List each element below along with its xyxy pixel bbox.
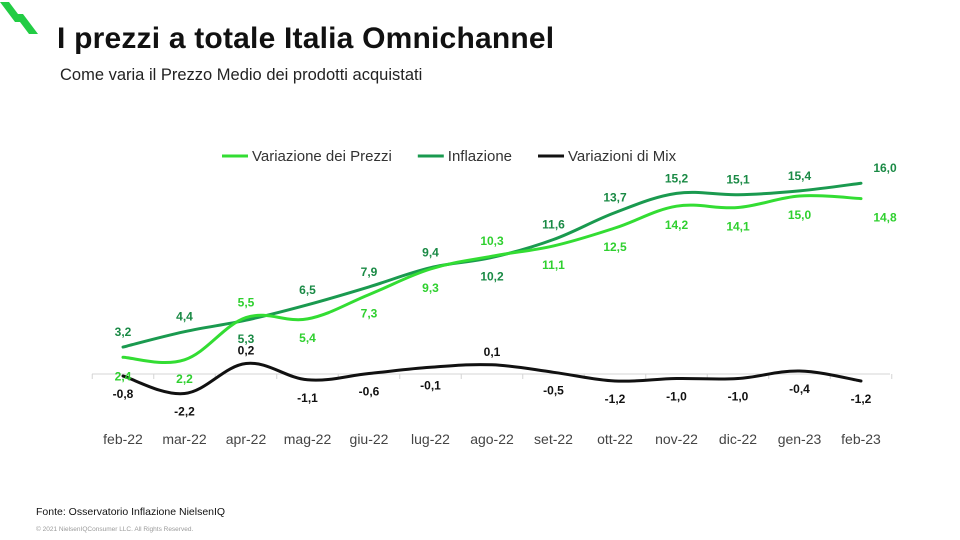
x-tick-label: feb-23 xyxy=(841,431,881,447)
x-tick-label: set-22 xyxy=(534,431,573,447)
data-label-variazione-prezzi: 7,3 xyxy=(361,307,378,321)
series-line-variazioni-mix xyxy=(121,361,863,396)
source-note: Fonte: Osservatorio Inflazione NielsenIQ xyxy=(36,506,226,518)
data-label-variazioni-mix: -0,6 xyxy=(359,385,380,399)
data-label-variazione-prezzi: 14,2 xyxy=(665,218,689,232)
data-label-variazioni-mix: -0,4 xyxy=(789,382,810,396)
data-label-variazione-prezzi: 2,4 xyxy=(115,369,132,383)
data-label-variazione-prezzi: 14,1 xyxy=(726,220,750,234)
data-label-inflazione: 13,7 xyxy=(603,191,627,205)
data-label-variazioni-mix: 0,2 xyxy=(238,344,255,358)
data-label-variazioni-mix: -1,1 xyxy=(297,391,318,405)
nielseniq-logo-icon xyxy=(0,2,38,34)
data-label-variazione-prezzi: 5,4 xyxy=(299,331,316,345)
x-tick-label: ago-22 xyxy=(470,431,514,447)
data-label-inflazione: 15,4 xyxy=(788,169,812,183)
data-label-inflazione: 6,5 xyxy=(299,283,316,297)
data-label-variazione-prezzi: 2,2 xyxy=(176,372,193,386)
data-label-variazione-prezzi: 10,3 xyxy=(480,234,504,248)
data-label-inflazione: 15,2 xyxy=(665,171,689,185)
data-label-variazioni-mix: -1,2 xyxy=(851,392,872,406)
data-label-variazioni-mix: -1,2 xyxy=(605,392,626,406)
data-label-inflazione: 7,9 xyxy=(361,265,378,279)
x-tick-label: gen-23 xyxy=(778,431,822,447)
x-tick-label: ott-22 xyxy=(597,431,633,447)
legend-label: Variazione dei Prezzi xyxy=(252,148,392,165)
x-tick-label: dic-22 xyxy=(719,431,757,447)
data-label-variazione-prezzi: 12,5 xyxy=(603,240,627,254)
data-label-inflazione: 5,3 xyxy=(238,332,255,346)
data-label-inflazione: 10,2 xyxy=(480,269,504,283)
data-label-inflazione: 15,1 xyxy=(726,173,750,187)
x-tick-label: nov-22 xyxy=(655,431,698,447)
x-tick-label: feb-22 xyxy=(103,431,143,447)
data-label-variazione-prezzi: 9,3 xyxy=(422,281,439,295)
data-label-variazioni-mix: -2,2 xyxy=(174,405,195,419)
data-label-variazione-prezzi: 11,1 xyxy=(542,258,565,272)
data-label-variazioni-mix: -1,0 xyxy=(728,390,749,404)
data-label-inflazione: 9,4 xyxy=(422,246,439,260)
data-label-inflazione: 4,4 xyxy=(176,310,193,324)
data-label-variazioni-mix: 0,1 xyxy=(484,345,501,359)
x-tick-label: lug-22 xyxy=(411,431,450,447)
page-title: I prezzi a totale Italia Omnichannel xyxy=(57,22,555,55)
data-label-variazione-prezzi: 15,0 xyxy=(788,208,812,222)
data-label-variazione-prezzi: 14,8 xyxy=(873,211,897,225)
data-label-variazioni-mix: -0,5 xyxy=(543,383,564,397)
data-label-inflazione: 16,0 xyxy=(873,161,897,175)
x-tick-label: apr-22 xyxy=(226,431,267,447)
data-label-variazioni-mix: -0,1 xyxy=(420,378,441,392)
legend-label: Inflazione xyxy=(448,148,512,165)
page-subtitle: Come varia il Prezzo Medio dei prodotti … xyxy=(60,66,423,84)
data-label-variazioni-mix: -1,0 xyxy=(666,390,687,404)
series-line-variazione-prezzi xyxy=(121,194,863,364)
x-tick-label: mag-22 xyxy=(284,431,332,447)
copyright-note: © 2021 NielsenIQConsumer LLC. All Rights… xyxy=(36,526,194,533)
x-tick-label: mar-22 xyxy=(162,431,207,447)
data-label-variazione-prezzi: 5,5 xyxy=(238,296,255,310)
x-tick-label: giu-22 xyxy=(350,431,389,447)
legend-label: Variazioni di Mix xyxy=(568,148,677,165)
data-label-inflazione: 3,2 xyxy=(115,325,132,339)
data-label-inflazione: 11,6 xyxy=(542,218,565,232)
data-label-variazioni-mix: -0,8 xyxy=(113,387,134,401)
